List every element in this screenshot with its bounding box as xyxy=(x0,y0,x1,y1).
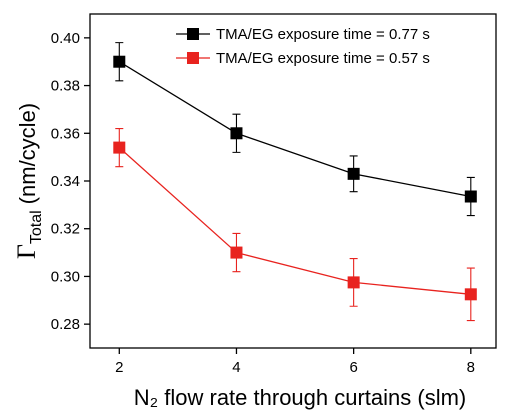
x-tick-label: 8 xyxy=(467,359,475,376)
y-tick-label: 0.34 xyxy=(51,173,80,190)
marker xyxy=(347,276,360,289)
legend-label: TMA/EG exposure time = 0.77 s xyxy=(216,26,430,43)
legend-marker xyxy=(187,28,199,40)
marker xyxy=(113,55,126,68)
marker xyxy=(230,127,243,140)
legend-label: TMA/EG exposure time = 0.57 s xyxy=(216,50,430,67)
y-label-subscript: Total xyxy=(28,210,45,244)
y-tick-label: 0.28 xyxy=(51,316,80,333)
marker xyxy=(113,141,126,154)
legend-marker xyxy=(187,52,199,64)
y-tick-label: 0.38 xyxy=(51,78,80,95)
series-line xyxy=(118,147,471,295)
marker xyxy=(464,190,477,203)
x-tick-label: 4 xyxy=(232,359,240,376)
y-tick-label: 0.36 xyxy=(51,125,80,142)
y-label-symbol: Γ xyxy=(12,244,41,259)
x-tick-label: 2 xyxy=(115,359,123,376)
y-tick-label: 0.30 xyxy=(51,268,80,285)
marker xyxy=(347,167,360,180)
x-axis-label: N₂ flow rate through curtains (slm) xyxy=(134,385,467,410)
y-tick-label: 0.32 xyxy=(51,221,80,238)
y-tick-label: 0.40 xyxy=(51,30,80,47)
series-line xyxy=(118,61,471,198)
marker xyxy=(230,246,243,259)
x-tick-label: 6 xyxy=(349,359,357,376)
y-label-unit: (nm/cycle) xyxy=(15,103,40,204)
y-axis-label: ΓTotal (nm/cycle) xyxy=(12,103,45,259)
marker xyxy=(464,288,477,301)
